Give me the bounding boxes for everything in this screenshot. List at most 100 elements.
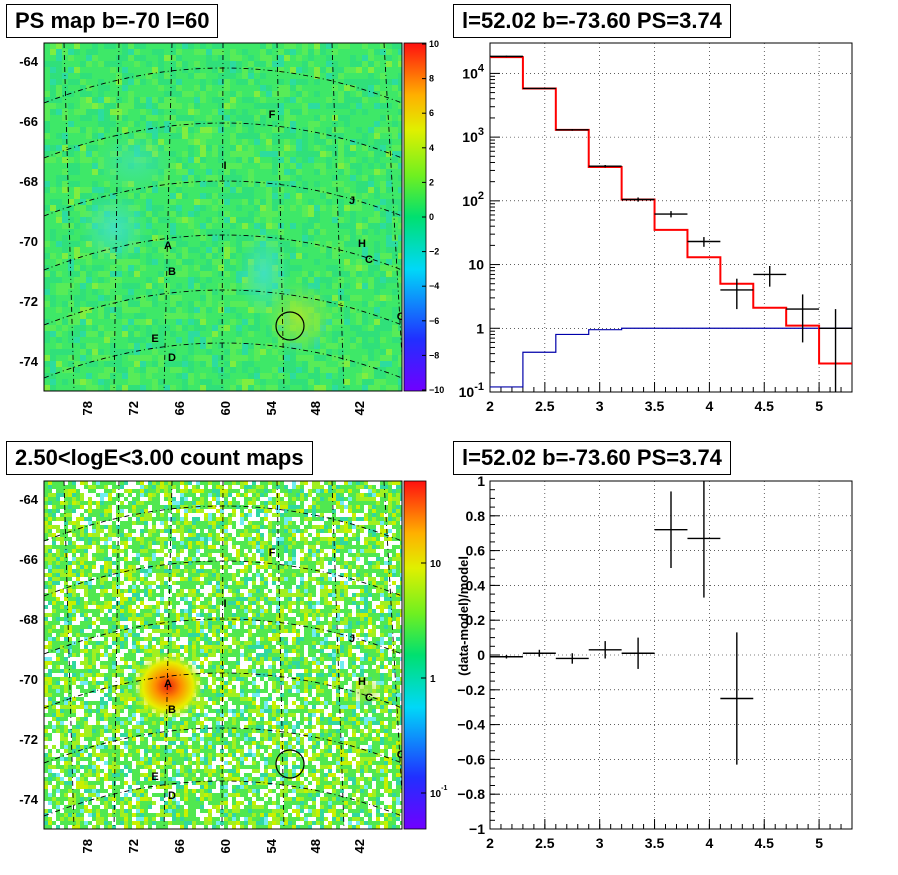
colorbar-tick-label: 6 <box>429 108 434 118</box>
y-tick-label: 0.6 <box>466 543 486 559</box>
y-tick-label: -68 <box>19 174 38 189</box>
graticule <box>44 43 464 391</box>
data-point <box>786 294 820 343</box>
y-tick-label: −0.6 <box>457 751 485 767</box>
source-label-i: I <box>223 598 226 610</box>
y-tick-label: 104 <box>462 62 485 81</box>
y-tick-label: 10-1 <box>459 381 484 400</box>
data-point <box>687 237 721 247</box>
x-tick-label: 4 <box>705 398 713 414</box>
meridian <box>163 481 173 829</box>
parallel <box>44 289 402 326</box>
y-tick-label: -72 <box>19 732 38 747</box>
x-tick-label: 4.5 <box>755 835 775 851</box>
y-tick-label: -64 <box>19 54 39 69</box>
source-label-h: H <box>358 676 366 688</box>
meridian <box>14 481 34 829</box>
meridian <box>439 43 464 391</box>
x-tick-label: 42 <box>352 401 367 415</box>
y-tick-label: -64 <box>19 492 39 507</box>
meridian <box>113 43 120 391</box>
count-map-title: 2.50<logE<3.00 count maps <box>6 441 313 475</box>
source-label-a: A <box>164 678 172 690</box>
cyan-patch <box>80 192 148 264</box>
y-tick-label: 10 <box>468 257 484 273</box>
parallel <box>44 672 402 709</box>
source-label-d: D <box>168 352 176 364</box>
x-tick-label: 48 <box>308 401 323 415</box>
y-axis-label: (data-model)/model <box>456 556 471 676</box>
data-point <box>588 165 622 168</box>
meridian <box>276 43 285 391</box>
x-tick-label: 54 <box>264 838 279 853</box>
meridian <box>221 481 224 829</box>
meridian <box>276 481 285 829</box>
x-tick-label: 42 <box>352 839 367 853</box>
source-label-j: J <box>349 195 355 207</box>
ps-location-circle <box>275 749 305 779</box>
graticule <box>14 481 402 829</box>
y-tick-label: -70 <box>19 234 38 249</box>
total-model-line <box>490 56 852 365</box>
x-tick-label: 54 <box>264 400 279 415</box>
residual-point <box>555 653 589 664</box>
source-label-f: F <box>269 547 276 559</box>
x-tick-label: 72 <box>126 401 141 415</box>
map-pixels <box>44 481 402 829</box>
meridian <box>331 481 345 829</box>
data-point <box>621 197 655 202</box>
colorbar-tick-label: 10 <box>429 39 439 49</box>
x-tick-label: 2 <box>486 398 494 414</box>
source-label-f: F <box>269 109 276 121</box>
x-tick-label: 60 <box>218 839 233 853</box>
parallel <box>44 727 402 764</box>
y-tick-label: -66 <box>19 552 38 567</box>
y-tick-label: -66 <box>19 114 38 129</box>
source-label-b: B <box>168 704 176 716</box>
y-tick-label: 102 <box>462 190 484 209</box>
colorbar-tick-label: 2 <box>429 177 434 187</box>
source-label-e: E <box>151 333 158 345</box>
x-tick-label: 3 <box>596 398 604 414</box>
x-tick-label: 78 <box>80 401 95 415</box>
meridian <box>63 43 75 391</box>
meridian <box>163 43 173 391</box>
x-tick-label: 48 <box>308 839 323 853</box>
y-tick-label: -72 <box>19 294 38 309</box>
source-label-c: C <box>365 692 373 704</box>
source-label-c: C <box>365 254 373 266</box>
count-map-panel: F I J A HC B G ED -64 -66 -68 -70 -72 -74 78 72 66 60 54 48… <box>14 480 447 853</box>
spectrum-title: l=52.02 b=-73.60 PS=3.74 <box>453 4 731 38</box>
map-area: F I J A HC B G ED <box>44 43 464 391</box>
residual-point <box>621 637 655 669</box>
parallel <box>44 560 402 597</box>
y-tick-label: 0.4 <box>466 577 486 593</box>
colorbar-tick-label: 10 <box>430 559 442 570</box>
source-label-b: B <box>168 266 176 278</box>
colorbar-tick-label: −4 <box>429 281 439 291</box>
parallel <box>44 180 402 217</box>
x-tick-label: 3 <box>596 835 604 851</box>
y-tick-label: 0 <box>477 647 485 663</box>
y-tick-label: −0.2 <box>457 682 485 698</box>
y-tick-label: -70 <box>19 672 38 687</box>
parallel <box>44 67 402 104</box>
background-model-line <box>490 327 852 388</box>
source-label-g: G <box>397 749 406 761</box>
data-point <box>753 265 787 287</box>
map-area: F I J A HC B G ED <box>14 481 406 829</box>
data-point <box>654 211 688 218</box>
y-tick-label: 1 <box>477 473 485 489</box>
y-tick-label: −0.8 <box>457 786 485 802</box>
map-frame <box>43 42 403 392</box>
plot-frame <box>489 42 853 393</box>
data-point <box>819 309 852 392</box>
residual-point <box>720 632 754 765</box>
data-point <box>490 55 523 58</box>
colorbar-tick-label: −6 <box>429 316 439 326</box>
parallel <box>44 122 402 159</box>
x-tick-label: 66 <box>172 839 187 853</box>
parallel <box>44 780 402 817</box>
